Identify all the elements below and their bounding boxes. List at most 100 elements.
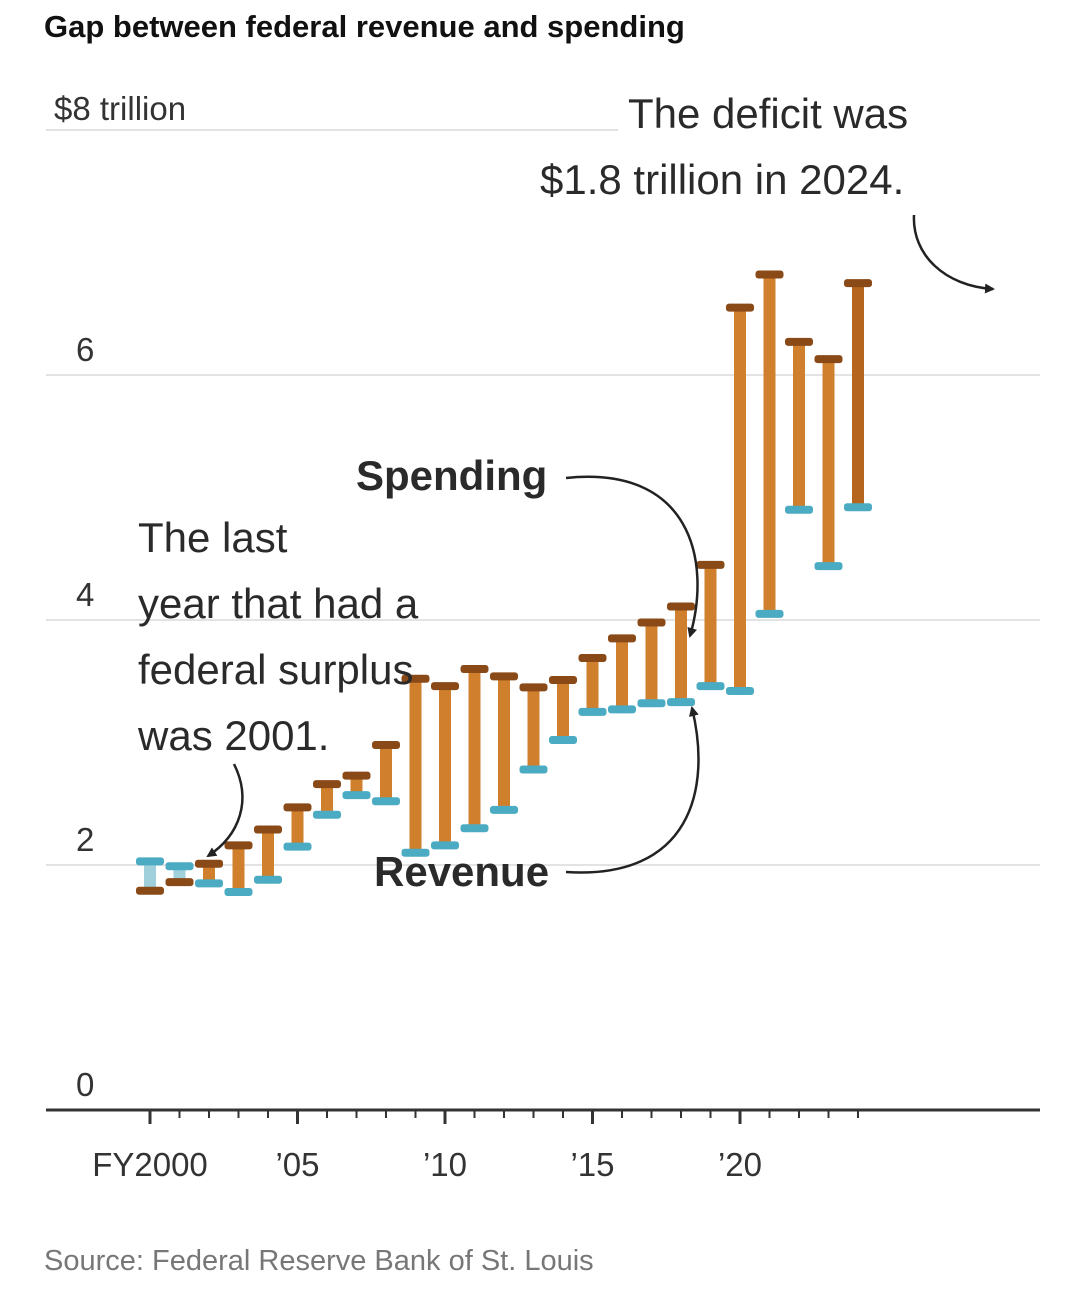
spending-cap-2022 — [785, 337, 813, 346]
bar-2018 — [675, 606, 687, 703]
revenue-cap-2000 — [136, 857, 164, 866]
spending-cap-2014 — [549, 676, 577, 685]
spending-label: Spending — [356, 452, 547, 499]
revenue-cap-2023 — [814, 562, 843, 571]
spending-cap-2008 — [372, 740, 400, 749]
spending-cap-2001 — [165, 878, 194, 887]
bar-2008 — [380, 744, 392, 802]
bars — [136, 270, 872, 896]
bar-2009 — [409, 678, 422, 853]
bar-2002 — [203, 863, 215, 884]
revenue-cap-2006 — [313, 810, 341, 819]
source-note: Source: Federal Reserve Bank of St. Loui… — [44, 1245, 594, 1277]
spending-cap-2024 — [844, 279, 872, 288]
revenue-cap-2024 — [844, 503, 872, 512]
revenue-cap-2001 — [165, 862, 194, 871]
surplus-annotation-line-3: federal surplus — [138, 646, 413, 693]
spending-cap-2007 — [342, 771, 371, 780]
bar-2000 — [144, 861, 156, 891]
surplus-annotation-line-4: was 2001. — [137, 712, 329, 759]
spending-cap-2011 — [460, 665, 489, 673]
x-tick-label-2005: ’05 — [275, 1146, 319, 1183]
surplus-annotation-line-1: The last — [138, 514, 288, 561]
revenue-cap-2005 — [283, 842, 312, 851]
bar-2020 — [734, 307, 746, 692]
spending-cap-2017 — [637, 618, 666, 627]
revenue-cap-2004 — [254, 875, 282, 884]
bar-2003 — [232, 845, 245, 892]
spending-cap-2018 — [667, 602, 695, 611]
chart-title: Gap between federal revenue and spending — [44, 9, 685, 44]
revenue-cap-2003 — [224, 887, 253, 896]
bar-2006 — [321, 784, 333, 815]
x-tick-label-2000: FY2000 — [92, 1146, 208, 1183]
revenue-cap-2018 — [667, 698, 695, 707]
surplus-annotation: The last year that had a federal surplus… — [137, 514, 430, 759]
deficit-arrow — [912, 214, 995, 294]
revenue-cap-2020 — [726, 687, 754, 696]
revenue-cap-2007 — [342, 791, 371, 800]
y-unit-label: $8 trillion — [54, 90, 186, 127]
spending-cap-2006 — [313, 780, 341, 789]
bar-2010 — [439, 686, 451, 846]
bar-2007 — [350, 775, 363, 796]
revenue-arrow — [565, 706, 700, 874]
spending-cap-2010 — [431, 682, 459, 691]
revenue-cap-2011 — [460, 824, 489, 833]
surplus-arrow — [206, 763, 244, 858]
spending-cap-2016 — [608, 634, 636, 643]
y-tick-label-0: 0 — [76, 1066, 94, 1103]
y-tick-label-2: 2 — [76, 821, 94, 858]
x-tick-label-2020: ’20 — [718, 1146, 762, 1183]
spending-cap-2015 — [578, 653, 607, 662]
spending-cap-2000 — [136, 886, 164, 895]
revenue-cap-2019 — [696, 682, 725, 691]
bar-2015 — [586, 657, 599, 712]
revenue-label: Revenue — [374, 848, 549, 895]
revenue-cap-2013 — [519, 765, 548, 774]
surplus-annotation-line-2: year that had a — [138, 580, 419, 627]
spending-cap-2021 — [755, 270, 784, 279]
bar-2022 — [793, 341, 805, 510]
bar-2013 — [527, 687, 540, 770]
spending-cap-2020 — [726, 303, 754, 312]
x-axis: FY2000 ’05 ’10 ’15 ’20 — [46, 1108, 1040, 1183]
bar-2023 — [822, 359, 835, 567]
revenue-cap-2012 — [490, 805, 518, 814]
spending-cap-2012 — [490, 672, 518, 681]
spending-cap-2002 — [195, 859, 223, 868]
bar-2019 — [704, 564, 717, 687]
revenue-cap-2014 — [549, 736, 577, 745]
y-tick-label-4: 4 — [76, 576, 94, 613]
bar-2011 — [468, 669, 481, 829]
spending-cap-2013 — [519, 683, 548, 692]
y-axis-labels: 0 2 4 6 $8 trillion — [54, 90, 186, 1103]
bar-2012 — [498, 676, 510, 810]
bar-2014 — [557, 680, 569, 741]
revenue-cap-2017 — [637, 699, 666, 708]
revenue-cap-2022 — [785, 505, 813, 514]
revenue-cap-2002 — [195, 879, 223, 888]
spending-cap-2003 — [224, 841, 253, 850]
y-tick-label-6: 6 — [76, 331, 94, 368]
spending-cap-2004 — [254, 825, 282, 834]
bar-2021 — [763, 274, 776, 614]
revenue-cap-2010 — [431, 841, 459, 850]
bar-2016 — [616, 638, 628, 710]
spending-cap-2005 — [283, 803, 312, 812]
revenue-cap-2009 — [401, 848, 430, 857]
spending-arrow — [565, 475, 699, 638]
revenue-cap-2021 — [755, 609, 784, 618]
revenue-cap-2015 — [578, 707, 607, 716]
deficit-annotation: The deficit was $1.8 trillion in 2024. — [540, 90, 920, 203]
deficit-annotation-line-2: $1.8 trillion in 2024. — [540, 156, 904, 203]
bar-2005 — [291, 807, 304, 847]
x-tick-label-2010: ’10 — [423, 1146, 467, 1183]
revenue-cap-2008 — [372, 797, 400, 806]
bar-2024 — [852, 283, 864, 508]
x-tick-label-2015: ’15 — [570, 1146, 614, 1183]
bar-2017 — [645, 622, 658, 704]
bar-2004 — [262, 829, 274, 880]
revenue-cap-2016 — [608, 705, 636, 714]
